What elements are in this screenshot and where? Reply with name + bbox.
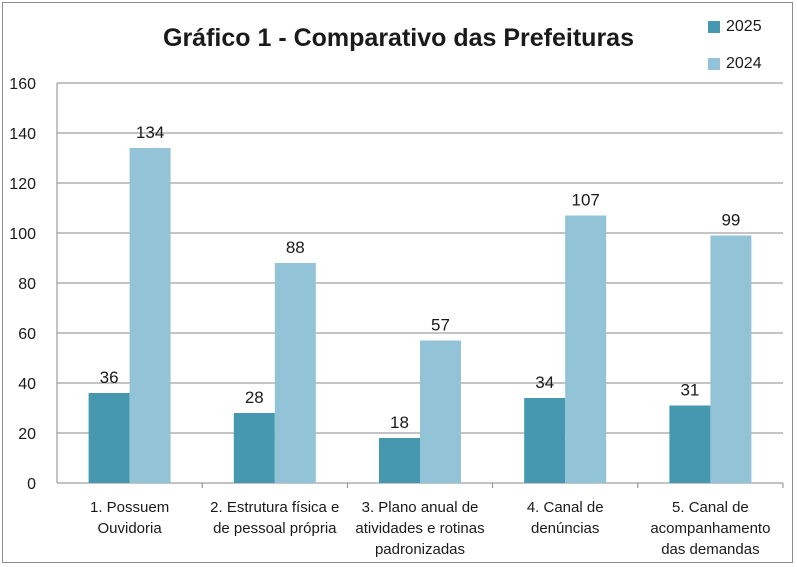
y-tick-label: 140	[9, 126, 36, 143]
data-label-2024-1: 134	[136, 123, 164, 142]
legend-label-2024: 2024	[726, 55, 762, 72]
data-label-2024-5: 99	[721, 211, 740, 230]
x-category-label-5: 5. Canal de	[672, 499, 749, 516]
bar-2024-2	[274, 263, 316, 483]
bar-2025-2	[233, 413, 275, 483]
data-label-2024-3: 57	[431, 316, 450, 335]
x-category-label-2: de pessoal própria	[213, 520, 337, 537]
legend-item-2024: 2024	[708, 49, 762, 79]
data-label-2025-1: 36	[100, 368, 119, 387]
x-category-label-2: 2. Estrutura física e	[210, 499, 339, 516]
data-label-2025-2: 28	[245, 388, 264, 407]
bar-2024-3	[420, 340, 461, 483]
x-category-label-4: denúncias	[531, 520, 599, 537]
x-category-label-3: 3. Plano anual de	[362, 499, 479, 516]
x-category-label-1: Ouvidoria	[97, 520, 162, 537]
x-category-label-5: acompanhamento	[650, 520, 770, 537]
bar-2024-5	[710, 235, 752, 483]
y-tick-label: 120	[9, 176, 36, 193]
x-category-label-5: das demandas	[661, 541, 759, 558]
data-label-2024-4: 107	[572, 191, 600, 210]
legend-swatch-2025	[708, 21, 720, 33]
bar-2024-4	[565, 215, 607, 483]
chart-legend: 2025 2024	[708, 12, 762, 86]
bar-2025-1	[88, 393, 130, 483]
y-tick-label: 20	[18, 426, 36, 443]
x-category-label-4: 4. Canal de	[527, 499, 604, 516]
x-category-label-3: atividades e rotinas	[355, 520, 484, 537]
x-category-label-1: 1. Possuem	[90, 499, 169, 516]
x-category-label-3: padronizadas	[375, 541, 465, 558]
bar-2025-4	[524, 398, 566, 483]
data-label-2025-3: 18	[390, 413, 409, 432]
legend-item-2025: 2025	[708, 12, 762, 42]
data-label-2025-4: 34	[535, 373, 554, 392]
y-tick-label: 100	[9, 226, 36, 243]
bar-2025-3	[379, 438, 420, 483]
y-tick-label: 40	[18, 376, 36, 393]
data-label-2025-5: 31	[680, 381, 699, 400]
legend-swatch-2024	[708, 58, 720, 70]
bar-2024-1	[129, 148, 171, 483]
y-tick-label: 0	[27, 476, 36, 493]
legend-label-2025: 2025	[726, 18, 762, 35]
data-label-2024-2: 88	[286, 238, 305, 257]
bar-2025-5	[669, 405, 711, 483]
chart-title: Gráfico 1 - Comparativo das Prefeituras	[163, 24, 634, 52]
y-tick-label: 60	[18, 326, 36, 343]
y-tick-label: 160	[9, 76, 36, 93]
y-tick-label: 80	[18, 276, 36, 293]
